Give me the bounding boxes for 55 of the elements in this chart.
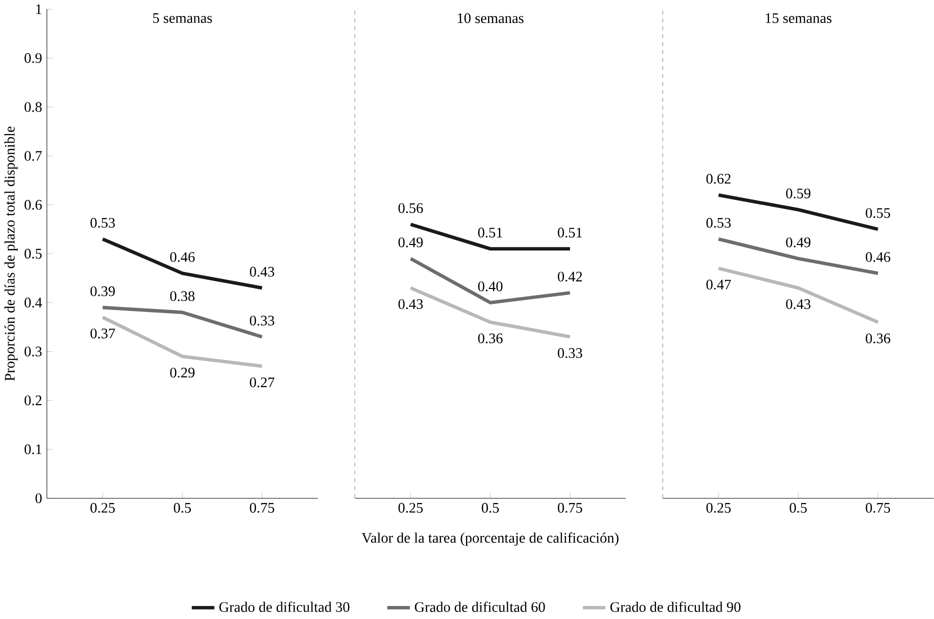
x-tick-label: 0.5: [482, 502, 499, 513]
y-tick-label: 0.9: [24, 53, 42, 64]
data-label: 0.36: [866, 333, 890, 344]
y-tick-label: 0: [36, 493, 42, 504]
x-axis-title: Valor de la tarea (porcentaje de calificación): [362, 532, 618, 546]
data-label: 0.43: [250, 266, 274, 277]
data-label: 0.53: [706, 218, 731, 228]
data-label: 0.51: [558, 228, 582, 238]
x-tick-label: 0.75: [250, 502, 274, 513]
x-tick-label: 0.25: [90, 502, 115, 513]
y-tick-label: 0.5: [24, 248, 42, 259]
data-label: 0.29: [170, 368, 194, 378]
data-label: 0.38: [170, 291, 195, 302]
chart-title: 5 semanas: [153, 13, 212, 23]
x-tick-label: 0.75: [558, 502, 582, 513]
data-label: 0.51: [478, 228, 502, 238]
x-tick-label: 0.75: [866, 502, 890, 513]
data-label: 0.55: [866, 208, 890, 218]
data-label: 0.62: [706, 174, 730, 184]
legend-label: Grado de dificultad 90: [610, 602, 740, 612]
data-label: 0.59: [786, 188, 810, 198]
data-label: 0.42: [558, 272, 582, 282]
data-label: 0.33: [558, 348, 582, 358]
data-label: 0.33: [250, 316, 274, 326]
data-label: 0.39: [90, 286, 115, 296]
x-tick-label: 0.25: [706, 502, 731, 513]
data-label: 0.27: [250, 377, 274, 388]
data-label: 0.56: [398, 203, 423, 214]
y-axis-title: Proporción de días de plazo total disponible: [4, 126, 18, 381]
data-label: 0.40: [478, 281, 502, 292]
data-label: 0.37: [90, 328, 115, 338]
y-tick-label: 0.3: [24, 346, 42, 356]
chart-title: 10 semanas: [458, 13, 524, 24]
y-tick-label: 0.4: [24, 298, 42, 308]
legend-label: Grado de dificultad 30: [219, 602, 350, 612]
x-tick-label: 0.5: [790, 502, 807, 513]
y-tick-label: 0.6: [24, 200, 42, 210]
data-label: 0.49: [786, 237, 810, 248]
y-tick-label: 0.7: [24, 150, 42, 161]
data-label: 0.43: [786, 299, 810, 310]
y-tick-label: 0.2: [24, 395, 42, 406]
data-label: 0.53: [90, 218, 115, 228]
y-tick-label: 0.8: [24, 102, 42, 112]
y-tick-label: 1: [36, 4, 42, 14]
x-tick-label: 0.25: [398, 502, 423, 513]
y-tick-label: 0.1: [24, 444, 42, 454]
data-label: 0.43: [398, 299, 423, 310]
legend-label: Grado de dificultad 60: [414, 602, 545, 612]
chart-title: 15 semanas: [766, 13, 832, 23]
data-label: 0.49: [398, 237, 423, 248]
data-label: 0.46: [170, 252, 195, 262]
x-tick-label: 0.5: [174, 502, 191, 513]
data-label: 0.46: [866, 252, 890, 262]
data-label: 0.36: [478, 333, 503, 344]
data-label: 0.47: [706, 280, 731, 290]
